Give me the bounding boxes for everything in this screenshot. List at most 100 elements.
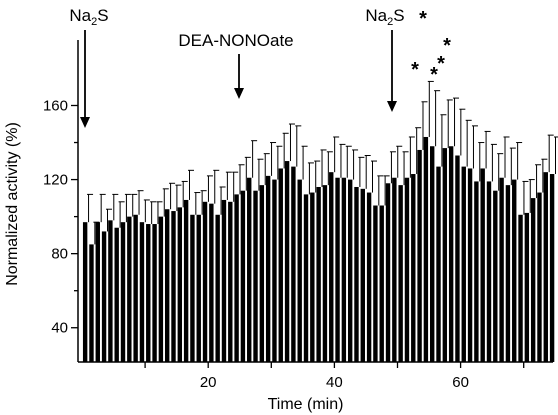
treatment-annotation: Na2S xyxy=(69,6,108,28)
y-axis-label: Normalized activity (%) xyxy=(4,122,21,286)
bar xyxy=(284,161,290,362)
bar xyxy=(171,211,176,362)
bar xyxy=(177,207,183,362)
bar xyxy=(354,186,359,362)
bar xyxy=(95,222,100,362)
bar xyxy=(196,214,201,362)
bar xyxy=(146,224,151,362)
bar xyxy=(512,179,517,362)
bar xyxy=(240,190,246,362)
treatment-annotation: Na2S xyxy=(365,6,404,28)
bar xyxy=(297,179,302,362)
y-tick-label: 160 xyxy=(43,97,68,114)
bar xyxy=(417,149,422,362)
bar xyxy=(398,185,403,362)
axes-group: 40 80 120 160 20 40 60 xyxy=(43,40,553,391)
annotation-arrowhead xyxy=(234,88,244,99)
bar xyxy=(474,181,479,362)
bar xyxy=(467,168,473,362)
bar xyxy=(183,199,189,362)
bar xyxy=(139,222,145,362)
bar xyxy=(310,192,315,362)
bar xyxy=(329,172,334,362)
bar xyxy=(392,177,397,362)
x-tick-label: 20 xyxy=(200,374,217,391)
bar xyxy=(164,209,170,362)
error-bars-group xyxy=(87,80,558,245)
bar xyxy=(152,224,157,362)
bar xyxy=(202,201,208,362)
bar xyxy=(101,231,107,362)
bar xyxy=(247,177,252,362)
bar xyxy=(430,146,435,362)
significance-star: * xyxy=(437,53,445,75)
bar xyxy=(379,205,384,362)
bar xyxy=(442,148,448,362)
bar xyxy=(385,183,391,362)
bar xyxy=(486,181,492,362)
bar xyxy=(448,146,454,362)
bar xyxy=(436,166,441,362)
bar xyxy=(303,194,309,362)
bar xyxy=(530,198,536,362)
bar xyxy=(158,216,164,362)
x-tick-label: 40 xyxy=(326,374,343,391)
bar xyxy=(335,177,340,362)
bar xyxy=(537,192,542,362)
bar xyxy=(524,212,530,362)
y-tick-label: 80 xyxy=(51,246,68,263)
bar xyxy=(480,168,485,362)
bar xyxy=(133,214,138,362)
bar xyxy=(228,201,233,362)
bar xyxy=(543,172,548,362)
bar xyxy=(114,227,119,362)
bar xyxy=(253,190,258,362)
bar xyxy=(373,205,378,362)
bar xyxy=(411,174,416,362)
bar xyxy=(322,185,328,362)
bar xyxy=(423,136,429,362)
bar xyxy=(234,194,239,362)
bar xyxy=(366,192,372,362)
y-tick-label: 120 xyxy=(43,172,68,189)
bar xyxy=(455,155,460,362)
bar xyxy=(278,168,283,362)
significance-star: * xyxy=(443,35,451,57)
bar xyxy=(215,214,220,362)
bar xyxy=(360,188,365,362)
bar xyxy=(499,177,504,362)
bar xyxy=(341,177,347,362)
bar xyxy=(89,244,94,362)
bar xyxy=(221,199,227,362)
bars-group xyxy=(82,136,555,362)
bar xyxy=(108,220,113,362)
treatment-annotation: DEA-NONOate xyxy=(178,31,293,50)
bar xyxy=(259,185,265,362)
bar xyxy=(316,186,321,362)
bar xyxy=(493,190,498,362)
bar xyxy=(404,177,410,362)
bar xyxy=(265,175,271,362)
bar xyxy=(82,222,88,362)
y-tick-label: 40 xyxy=(51,320,68,337)
bar xyxy=(347,179,353,362)
bar xyxy=(461,166,466,362)
bar xyxy=(549,174,555,362)
annotation-arrowhead xyxy=(387,101,397,112)
bar xyxy=(190,214,195,362)
bar xyxy=(505,185,511,362)
bar xyxy=(291,166,296,362)
bar xyxy=(120,222,126,362)
bar xyxy=(127,216,132,362)
significance-star: * xyxy=(430,64,438,86)
bar xyxy=(272,179,277,362)
x-axis-label: Time (min) xyxy=(268,396,344,413)
annotation-arrowhead xyxy=(80,117,90,128)
x-tick-label: 60 xyxy=(452,374,469,391)
significance-star: * xyxy=(411,59,419,81)
bar xyxy=(209,203,214,362)
significance-star: * xyxy=(419,8,427,30)
bar xyxy=(518,214,523,362)
